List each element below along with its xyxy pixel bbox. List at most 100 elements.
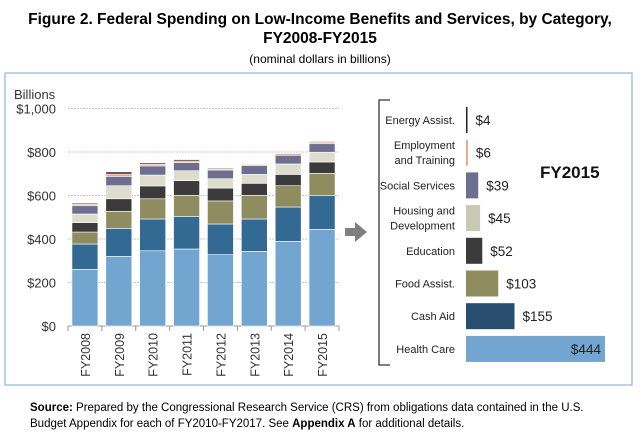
source-note-line2: Budget Appendix for each of FY2010-FY201… xyxy=(30,418,464,430)
arrow-icon xyxy=(345,222,367,242)
bar-segment xyxy=(207,167,234,170)
bar-segment xyxy=(71,222,99,233)
bar-segment xyxy=(139,174,166,187)
y-tick-label: $200 xyxy=(27,276,56,291)
source-note: Source: Prepared by the Congressional Re… xyxy=(30,402,584,414)
category-label: Education xyxy=(406,246,455,258)
bar-segment xyxy=(241,251,268,327)
x-tick-label: FY2009 xyxy=(113,333,127,377)
data-label: $39 xyxy=(486,178,509,193)
category-label: Food Assist. xyxy=(395,279,455,291)
stacked-bar-chart: $0 $200 $400 $600 $800 $1,000 FY2008 FY2009 FY20… xyxy=(16,102,340,377)
appendix-link: Appendix A xyxy=(292,418,355,430)
y-tick-label: $1,000 xyxy=(16,102,56,117)
figure-subtitle: (nominal dollars in billions) xyxy=(249,52,390,66)
bar-segment xyxy=(207,200,234,225)
bar xyxy=(466,270,499,297)
bar-segment xyxy=(139,162,166,165)
source-text-2a: Budget Appendix for each of FY2010-FY201… xyxy=(30,418,292,430)
fy2015-title: FY2015 xyxy=(540,163,600,182)
bar-segment xyxy=(207,223,234,255)
bar-segment xyxy=(207,169,234,180)
category-label: Cash Aid xyxy=(411,311,455,323)
bar-segment xyxy=(274,206,302,242)
bar-segment xyxy=(241,218,268,252)
category-label: Social Services xyxy=(380,180,456,192)
bar-segment xyxy=(71,213,99,223)
bar-segment xyxy=(71,203,99,205)
x-tick-label: FY2010 xyxy=(147,333,161,377)
bar-segment xyxy=(105,228,133,257)
bar-segment xyxy=(274,185,302,208)
bar-segment xyxy=(241,163,268,165)
bar-segment xyxy=(105,173,133,177)
data-label: $103 xyxy=(506,277,536,292)
data-label: $45 xyxy=(488,211,511,226)
bar-segment xyxy=(139,165,166,176)
category-label: Energy Assist. xyxy=(385,115,455,127)
data-label: $52 xyxy=(490,244,513,259)
x-tick-label: FY2011 xyxy=(181,333,195,376)
x-tick-label: FY2012 xyxy=(214,333,228,377)
bar-segment xyxy=(105,198,133,212)
bar-segment xyxy=(173,216,200,250)
bar-segment xyxy=(173,162,200,172)
bar-segment xyxy=(241,174,268,184)
bar-segment xyxy=(207,187,234,202)
bar xyxy=(466,237,483,264)
bar-segment xyxy=(308,173,336,197)
bar-segment xyxy=(71,205,99,215)
source-text: Prepared by the Congressional Research S… xyxy=(73,402,584,414)
y-tick-label: $800 xyxy=(27,145,56,160)
x-tick-label: FY2013 xyxy=(248,333,262,377)
bar-segment xyxy=(207,178,234,189)
bar-segment xyxy=(274,163,302,175)
bar-segment xyxy=(241,194,268,220)
bar-segment xyxy=(173,170,200,182)
bar-segment xyxy=(71,243,99,270)
bar-segment xyxy=(105,185,133,200)
data-label: $6 xyxy=(476,146,491,161)
bar-segment xyxy=(139,198,166,220)
bar-segment xyxy=(105,171,133,175)
data-label: $155 xyxy=(523,309,553,324)
bar-segment xyxy=(274,152,302,155)
data-label: $444 xyxy=(571,342,602,357)
source-text-2b: for additional details. xyxy=(356,418,465,430)
bar xyxy=(466,172,479,199)
data-label: $4 xyxy=(476,113,492,128)
bar-segment xyxy=(274,154,302,165)
bar xyxy=(466,107,468,133)
bar-segment xyxy=(139,185,166,200)
bar-segment xyxy=(105,176,133,187)
bracket xyxy=(378,99,390,366)
bar xyxy=(466,335,605,362)
chart-frame xyxy=(4,72,633,386)
category-label: Employment xyxy=(394,140,455,152)
bar-segment xyxy=(173,180,200,196)
bar-segment xyxy=(308,141,336,143)
bar-segment xyxy=(308,143,336,153)
bar-segment xyxy=(308,151,336,163)
bar-segment xyxy=(207,254,234,327)
bar-segment xyxy=(308,161,336,174)
bar-segment xyxy=(139,218,166,252)
bar-segment xyxy=(105,256,133,327)
y-tick-label: $0 xyxy=(42,319,56,334)
bar-segment xyxy=(241,165,268,175)
y-axis-label: Billions xyxy=(14,87,56,102)
category-label: and Training xyxy=(394,155,455,167)
category-label: Housing and xyxy=(393,206,455,218)
y-tick-label: $400 xyxy=(27,232,56,247)
bar-segment xyxy=(173,248,200,327)
bar-segment xyxy=(308,229,336,327)
bar-segment xyxy=(139,250,166,327)
bar xyxy=(466,205,481,232)
bar-segment xyxy=(274,174,302,187)
x-tick-label: FY2015 xyxy=(316,333,330,377)
bar-segment xyxy=(71,231,99,245)
bar xyxy=(466,303,515,330)
bar-segment xyxy=(105,211,133,229)
bar-segment xyxy=(308,195,336,230)
